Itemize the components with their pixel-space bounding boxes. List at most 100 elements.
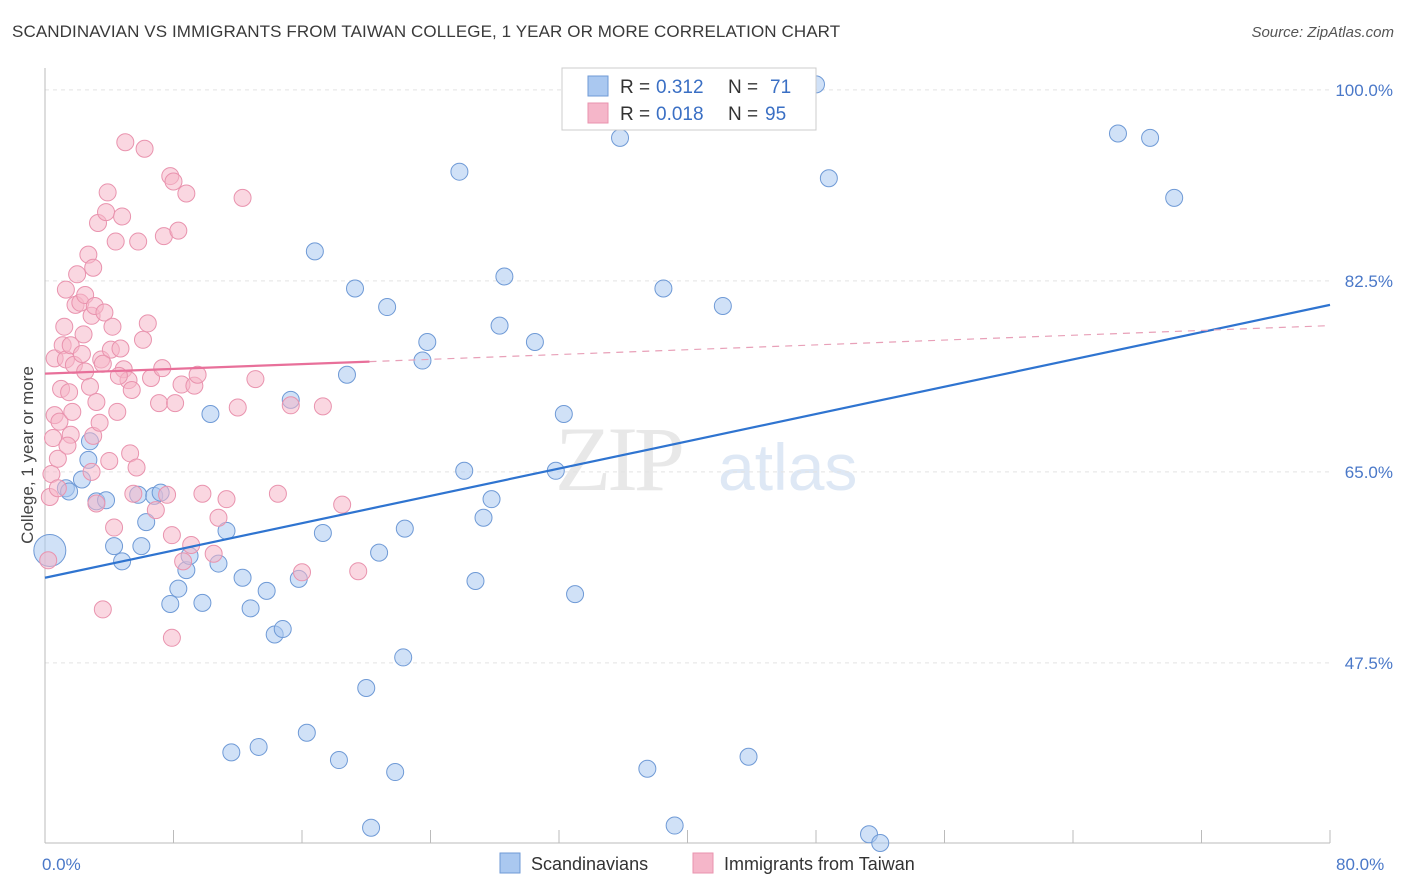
point-taiwan [313, 397, 332, 416]
point-scandinavians [132, 537, 151, 556]
point-taiwan [48, 449, 67, 468]
point-scandinavians [525, 332, 544, 351]
point-scandinavians [313, 524, 332, 542]
y-tick-label: 100.0% [1335, 81, 1393, 100]
point-scandinavians [362, 818, 381, 837]
trend-line-taiwan-dashed [369, 325, 1331, 363]
point-scandinavians [346, 279, 365, 298]
point-taiwan [162, 526, 181, 545]
point-scandinavians [554, 405, 573, 424]
point-scandinavians [654, 279, 673, 298]
y-tick-label: 65.0% [1345, 463, 1393, 482]
point-scandinavians [1141, 128, 1160, 147]
point-scandinavians [611, 128, 630, 147]
point-taiwan [106, 232, 125, 251]
bottom-legend-label-taiwan: Immigrants from Taiwan [724, 854, 915, 874]
y-axis-label: College, 1 year or more [18, 366, 37, 544]
point-scandinavians [495, 267, 514, 286]
point-taiwan [48, 479, 67, 498]
y-tick-label: 82.5% [1345, 272, 1393, 291]
watermark-zip: ZIP [555, 408, 682, 510]
point-scandinavians [193, 593, 212, 612]
point-scandinavians [329, 751, 348, 770]
point-taiwan [177, 184, 196, 203]
legend-r-value-2: 0.018 [656, 104, 704, 125]
watermark-atlas: atlas [718, 430, 857, 504]
point-taiwan [60, 383, 79, 402]
bottom-legend-swatch-blue [499, 852, 521, 874]
point-taiwan [90, 413, 109, 432]
x-axis-ticks [44, 830, 1331, 843]
point-taiwan [44, 429, 63, 448]
legend-swatch-blue [587, 75, 609, 97]
point-taiwan [103, 317, 122, 336]
point-scandinavians [466, 572, 485, 591]
point-taiwan [87, 393, 106, 412]
point-taiwan [349, 562, 368, 581]
point-taiwan [169, 221, 188, 240]
point-scandinavians [1108, 124, 1127, 143]
point-scandinavians [386, 763, 405, 782]
point-taiwan [188, 365, 207, 384]
legend-n-value-1: 71 [770, 77, 791, 98]
point-scandinavians [378, 298, 397, 317]
point-taiwan [233, 188, 252, 207]
point-scandinavians [357, 679, 376, 697]
point-taiwan [113, 207, 132, 226]
point-taiwan [80, 377, 99, 396]
point-taiwan [63, 402, 82, 421]
series-taiwan [39, 133, 368, 647]
point-taiwan [246, 370, 265, 389]
point-taiwan [209, 508, 228, 527]
legend-r-label-1: R = [620, 77, 650, 98]
point-taiwan [146, 501, 165, 520]
x-tick-label-max: 80.0% [1336, 855, 1384, 874]
point-scandinavians [566, 585, 585, 604]
point-taiwan [95, 303, 114, 322]
point-taiwan [122, 381, 141, 400]
legend-r-label-2: R = [620, 104, 650, 125]
point-scandinavians [161, 594, 180, 613]
point-scandinavians [819, 169, 838, 188]
point-taiwan [138, 314, 157, 333]
point-scandinavians [222, 743, 241, 762]
chart-title: SCANDINAVIAN VS IMMIGRANTS FROM TAIWAN C… [12, 22, 841, 41]
point-taiwan [82, 462, 101, 481]
point-taiwan [100, 451, 119, 470]
point-scandinavians [370, 543, 389, 562]
series-legend: Scandinavians Immigrants from Taiwan [499, 852, 915, 874]
point-taiwan [93, 600, 112, 619]
point-scandinavians [482, 490, 501, 509]
point-taiwan [135, 139, 154, 158]
point-scandinavians [665, 816, 684, 835]
correlation-legend: R = 0.312 N = 71 R = 0.018 N = 95 [561, 67, 817, 131]
trend-line-scandinavians [44, 303, 1331, 579]
point-taiwan [56, 280, 75, 299]
point-taiwan [50, 412, 69, 431]
point-taiwan [166, 394, 185, 413]
point-scandinavians [713, 296, 732, 315]
point-taiwan [293, 563, 311, 582]
bottom-legend-label-scandinavians: Scandinavians [531, 854, 648, 874]
y-tick-label: 47.5% [1345, 654, 1393, 673]
point-taiwan [98, 183, 117, 202]
point-scandinavians [169, 579, 188, 598]
point-scandinavians [418, 332, 437, 351]
legend-n-label-1: N = [728, 77, 758, 98]
point-scandinavians [257, 581, 276, 600]
point-taiwan [124, 484, 143, 503]
point-scandinavians [305, 242, 324, 261]
point-taiwan [333, 495, 352, 514]
point-taiwan [55, 317, 74, 336]
point-taiwan [193, 484, 212, 503]
watermark: ZIP atlas [555, 408, 857, 510]
point-taiwan [127, 458, 146, 477]
point-scandinavians [638, 759, 657, 778]
point-taiwan [164, 172, 183, 191]
point-scandinavians [233, 568, 252, 587]
point-scandinavians [105, 537, 124, 556]
point-scandinavians [1165, 188, 1184, 207]
point-scandinavians [450, 162, 469, 181]
point-taiwan [74, 325, 93, 344]
point-taiwan [58, 436, 77, 455]
